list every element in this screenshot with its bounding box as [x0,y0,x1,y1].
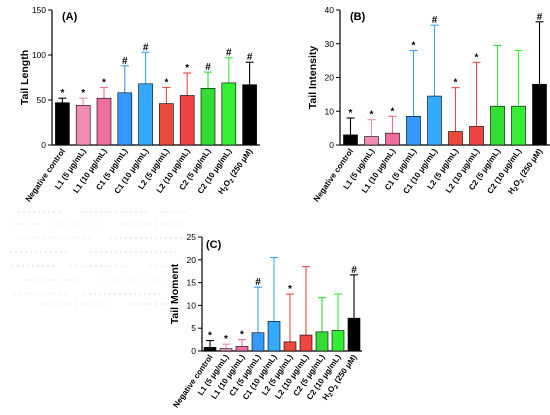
y-tick-label: 10 [325,106,335,116]
significance-marker: # [537,12,543,23]
y-axis-label: Tail Intensity [307,46,319,110]
y-tick-label: 30 [325,39,335,49]
bar-2 [385,132,400,146]
significance-marker: * [288,284,292,295]
y-axis-label: Tail Moment [169,263,181,324]
y-tick-label: 40 [325,5,335,15]
bar-9 [532,83,547,146]
bar-4 [138,83,153,146]
significance-marker: # [226,48,232,59]
bar-5 [283,341,297,352]
bar-0 [343,134,358,146]
significance-marker: * [185,63,189,74]
y-tick-label: 10 [187,300,197,310]
y-tick-label: 0 [41,140,46,150]
bar-8 [511,105,526,146]
bar-6 [469,126,484,146]
significance-marker: # [143,42,149,53]
bar-1 [364,136,379,146]
bar-8 [331,330,345,352]
bar-8 [221,82,237,146]
y-tick-label: 20 [187,255,197,265]
panel-label: (A) [62,11,78,23]
y-tick-label: 25 [187,232,197,242]
artifact-stripes [10,211,190,305]
bar-4 [267,321,281,352]
significance-marker: # [432,15,438,26]
significance-marker: * [412,41,416,52]
y-axis-label: Tail Length [19,50,31,105]
significance-marker: * [81,88,85,99]
y-tick-label: 100 [32,50,46,60]
bar-9 [242,84,257,146]
bar-0 [55,102,70,146]
bar-5 [159,103,174,146]
significance-marker: * [240,330,244,341]
significance-marker: # [351,265,357,276]
y-tick-label: 50 [37,95,47,105]
significance-marker: # [205,62,211,73]
significance-marker: * [60,88,64,99]
y-tick-label: 20 [325,73,335,83]
significance-marker: * [349,108,353,119]
significance-marker: # [255,277,261,288]
y-tick-label: 150 [32,5,46,15]
bar-0 [203,347,217,352]
bar-6 [299,334,313,352]
y-tick-label: 5 [191,323,196,333]
y-tick-label: 0 [329,140,334,150]
y-tick-label: 15 [187,278,197,288]
bar-3 [406,116,421,146]
significance-marker: * [391,106,395,117]
significance-marker: * [454,78,458,89]
panel-label: (B) [350,11,366,23]
significance-marker: # [247,52,253,63]
bar-3 [251,332,265,352]
bar-1 [75,105,91,146]
bar-6 [179,95,195,146]
bar-3 [117,92,133,146]
significance-marker: * [164,77,168,88]
y-tick-label: 0 [191,346,196,356]
significance-marker: * [475,52,479,63]
significance-marker: * [208,331,212,342]
bar-7 [200,88,216,146]
bar-2 [96,97,112,146]
panel-label: (C) [206,239,222,251]
bar-9 [347,317,361,352]
bar-7 [315,331,329,352]
significance-marker: * [224,334,228,345]
significance-marker: * [102,77,106,88]
bar-7 [490,105,505,146]
significance-marker: * [370,110,374,121]
bar-5 [448,131,463,146]
bar-2 [235,346,249,352]
bar-4 [427,95,442,146]
bar-1 [219,348,233,352]
significance-marker: # [122,56,128,67]
